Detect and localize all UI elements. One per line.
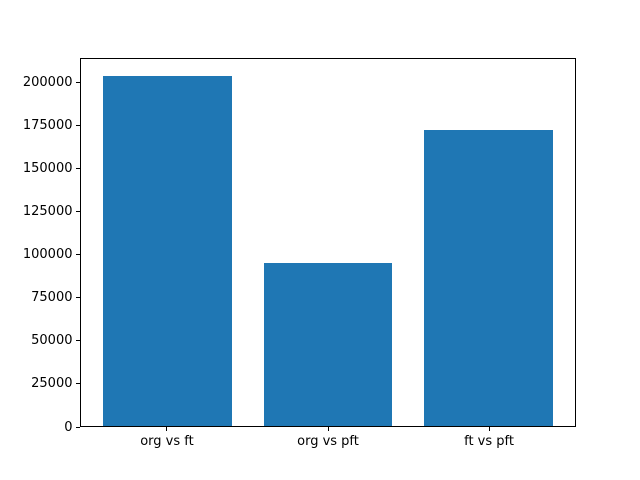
y-tick-mark <box>76 426 80 428</box>
y-tick-label: 75000 <box>31 290 73 306</box>
y-tick-mark <box>76 297 80 299</box>
y-tick-mark <box>76 340 80 342</box>
y-tick-label: 50000 <box>31 333 73 349</box>
x-tick-label: org vs ft <box>140 433 194 449</box>
bar-org-vs-pft <box>263 263 393 426</box>
y-tick-label: 25000 <box>31 376 73 392</box>
y-tick-label: 200000 <box>22 74 73 90</box>
x-tick-mark <box>488 427 490 431</box>
y-tick-mark <box>76 81 80 83</box>
bar-org-vs-ft <box>103 76 232 426</box>
x-tick-mark <box>327 427 329 431</box>
x-tick-label: ft vs pft <box>464 433 514 449</box>
y-tick-mark <box>76 125 80 127</box>
plot-area <box>80 58 576 427</box>
y-tick-mark <box>76 168 80 170</box>
y-tick-label: 0 <box>64 419 73 435</box>
y-tick-label: 150000 <box>22 161 73 177</box>
y-tick-mark <box>76 383 80 385</box>
bar-ft-vs-pft <box>424 129 553 426</box>
y-tick-mark <box>76 211 80 213</box>
x-tick-label: org vs pft <box>297 433 359 449</box>
y-tick-label: 125000 <box>22 204 73 220</box>
x-tick-mark <box>166 427 168 431</box>
y-tick-mark <box>76 254 80 256</box>
y-tick-label: 175000 <box>22 118 73 134</box>
y-tick-label: 100000 <box>22 247 73 263</box>
